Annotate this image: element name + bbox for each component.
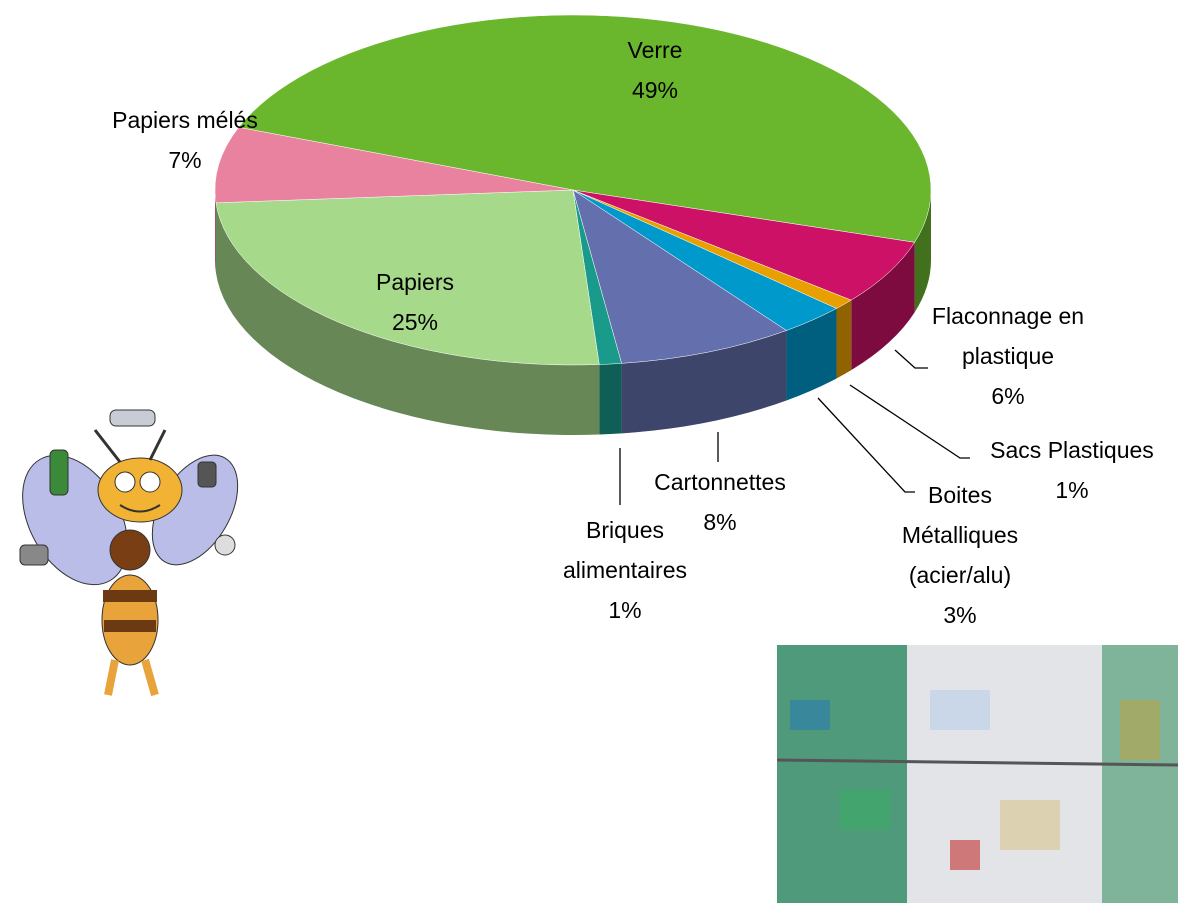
- slice: [215, 189, 600, 366]
- slice-label: Verre 49%: [555, 30, 755, 110]
- slice-label: Boites Métalliques (acier/alu) 3%: [870, 475, 1050, 635]
- value-label: 1%: [608, 597, 642, 623]
- slice-label: Sacs Plastiques 1%: [957, 430, 1178, 510]
- slice-side: [215, 190, 216, 273]
- slice-side: [851, 242, 915, 371]
- category-label: Boites Métalliques (acier/alu): [901, 482, 1019, 588]
- category-label: Sacs Plastiques: [990, 437, 1154, 463]
- category-label: Papiers: [376, 269, 454, 295]
- category-label: Briques alimentaires: [563, 517, 687, 583]
- value-label: 1%: [1055, 477, 1089, 503]
- slice-label: Papiers 25%: [315, 262, 515, 342]
- category-label: Verre: [627, 37, 683, 63]
- slice: [572, 189, 916, 301]
- value-label: 25%: [391, 309, 439, 335]
- value-label: 7%: [168, 147, 202, 173]
- slice-label: Flaconnage en plastique 6%: [928, 296, 1088, 416]
- leader-line: [817, 397, 915, 493]
- pie: [214, 14, 970, 505]
- slice-side: [836, 300, 852, 379]
- slice-side: [621, 330, 787, 434]
- value-label: 3%: [943, 602, 977, 628]
- slice: [214, 127, 574, 204]
- bales-photo: [776, 645, 1178, 903]
- category-label: Flaconnage en plastique: [931, 303, 1085, 369]
- slice-side: [215, 202, 600, 435]
- slice: [572, 189, 788, 364]
- leader-line: [849, 384, 970, 459]
- value-label: 8%: [703, 509, 737, 535]
- category-label: Cartonnettes: [654, 469, 786, 495]
- category-label: Papiers mélés: [112, 107, 258, 133]
- slice-label: Papiers mélés 7%: [70, 100, 300, 180]
- leader-line: [894, 349, 928, 369]
- slice-label: Cartonnettes 8%: [630, 462, 810, 542]
- slice-label: Briques alimentaires 1%: [535, 510, 715, 630]
- bee-illustration: [19, 409, 239, 697]
- value-label: 49%: [631, 77, 679, 103]
- slice-side: [914, 190, 931, 313]
- slice: [238, 14, 932, 243]
- slice-side: [599, 363, 622, 435]
- value-label: 6%: [991, 383, 1025, 409]
- slice-side: [786, 308, 837, 401]
